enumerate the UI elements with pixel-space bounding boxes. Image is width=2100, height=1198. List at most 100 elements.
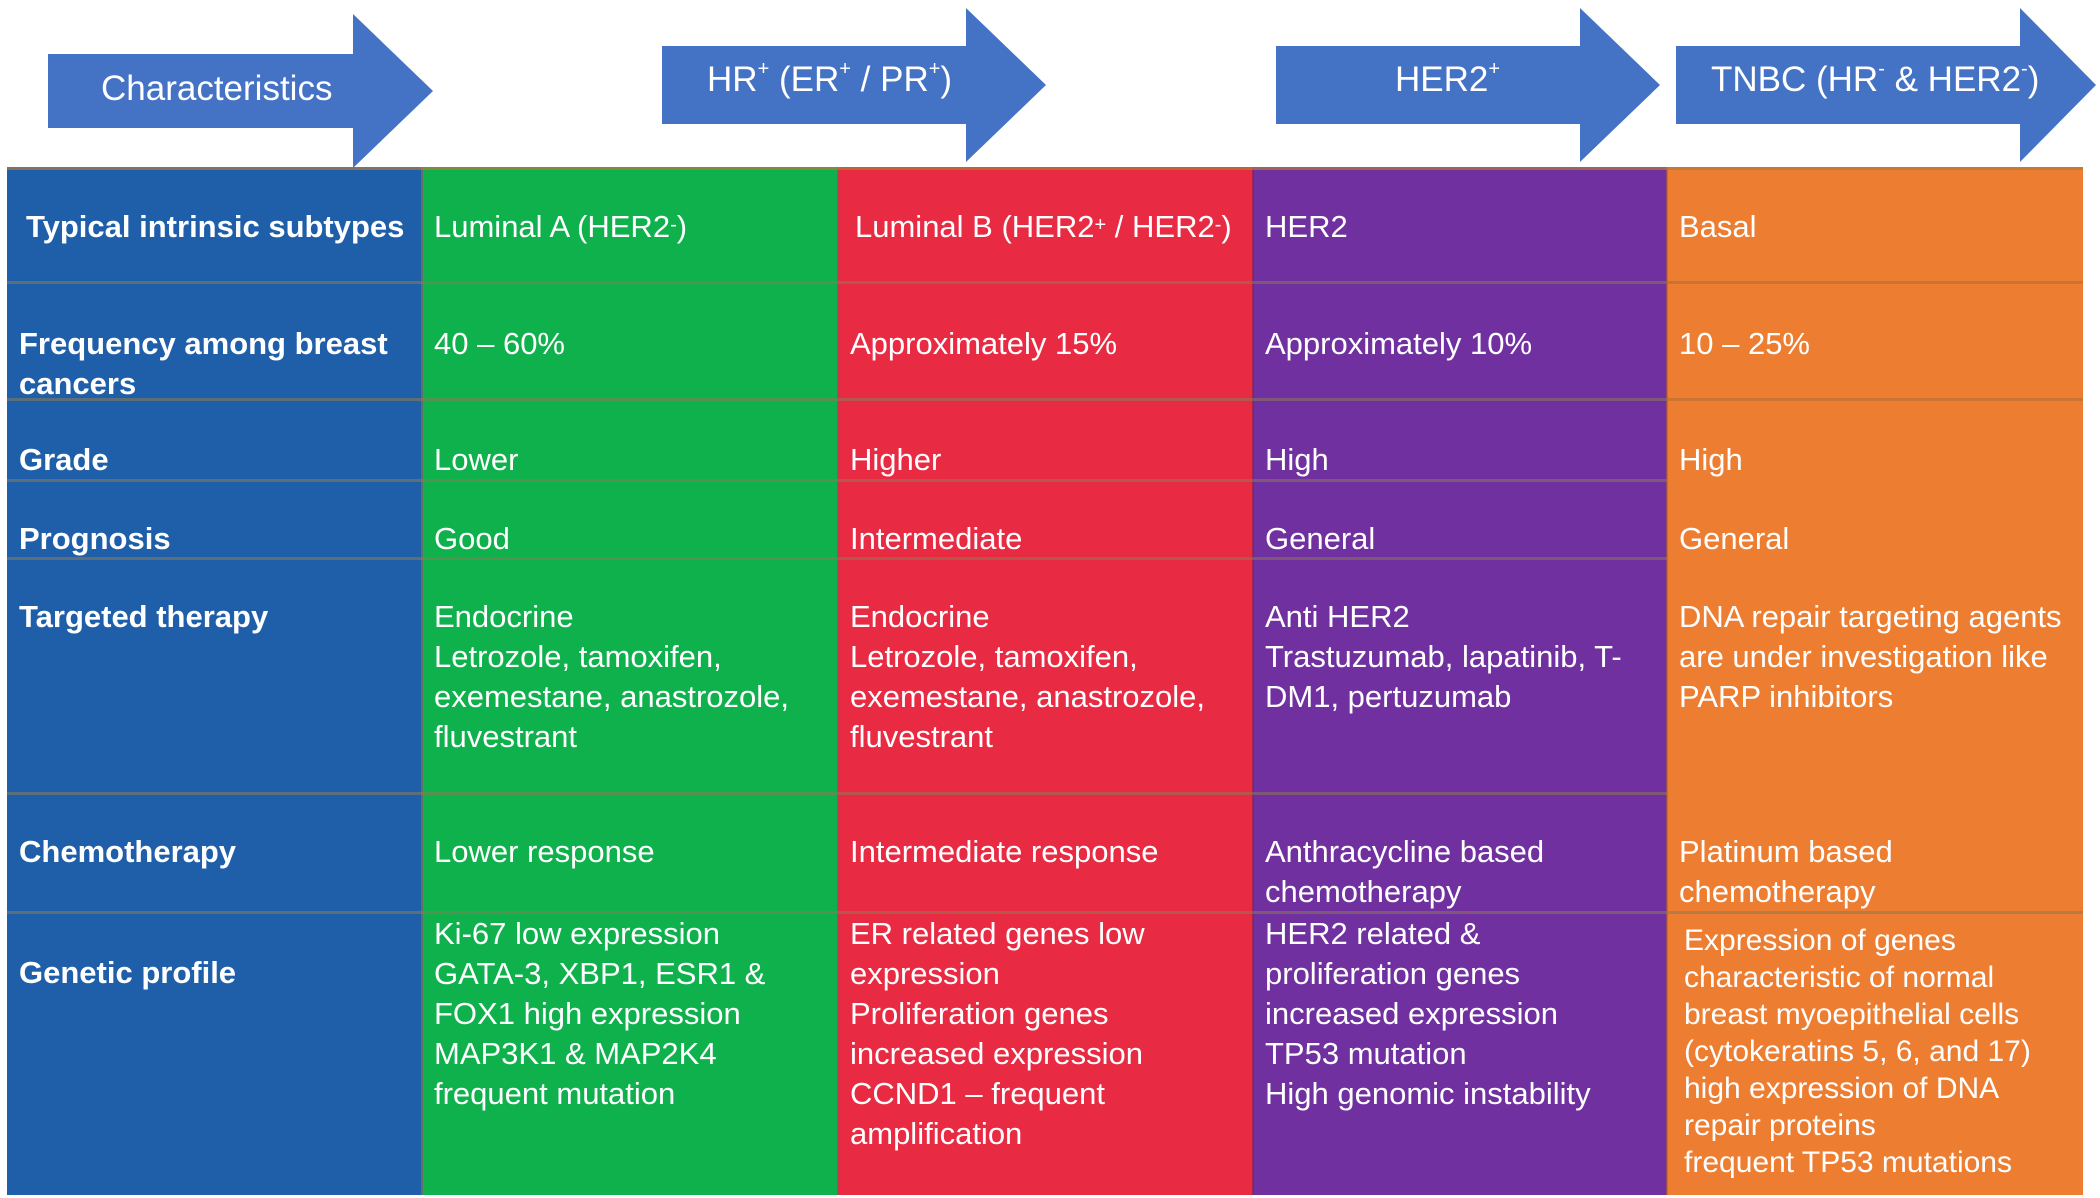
arrow-shape — [1276, 8, 1660, 162]
row-divider — [7, 398, 1667, 401]
row-label-genetic: Genetic profile — [19, 955, 237, 990]
row-divider — [1667, 398, 2083, 401]
therapy-line: Trastuzumab, lapatinib, T- — [1265, 639, 1622, 674]
tnbc-arrow: TNBC (HR- & HER2-) — [1676, 8, 2100, 162]
therapy-line: PARP inhibitors — [1679, 679, 1894, 714]
genetic-line: HER2 related & — [1265, 916, 1481, 951]
her2-positive-arrow: HER2+ — [1276, 8, 1660, 162]
row-divider — [7, 792, 1667, 795]
luminal-b-column — [838, 167, 1253, 1195]
chemo-line: Anthracycline based — [1265, 834, 1545, 869]
her2-prognosis: General — [1265, 521, 1376, 556]
genetic-line: MAP3K1 & MAP2K4 — [434, 1036, 717, 1071]
genetic-line: FOX1 high expression — [434, 996, 741, 1031]
therapy-line: Endocrine — [434, 599, 574, 634]
tnbc-grade: High — [1679, 442, 1743, 477]
her2-chemo: Anthracycline based chemotherapy — [1265, 832, 1544, 912]
tnbc-header: TNBC (HR- & HER2-) — [1711, 58, 2040, 100]
luminal-a-column — [423, 167, 838, 1195]
genetic-line: repair proteins — [1684, 1109, 1876, 1142]
row-label-frequency: Frequency among breast cancers — [19, 324, 388, 404]
genetic-line: GATA-3, XBP1, ESR1 & — [434, 956, 766, 991]
row-divider — [1667, 281, 2083, 284]
her2-positive-header: HER2+ — [1395, 58, 1501, 100]
tnbc-genetic: Expression of genes characteristic of no… — [1684, 922, 2031, 1181]
subtype-text: Luminal B (HER2 — [855, 209, 1095, 244]
arrow-shape — [48, 14, 433, 168]
chemo-line: chemotherapy — [1265, 874, 1462, 909]
luminal-b-subtype: Luminal B (HER2+ / HER2-) — [855, 207, 1232, 247]
therapy-line: Anti HER2 — [1265, 599, 1410, 634]
subtype-close: ) — [676, 209, 688, 244]
genetic-line: CCND1 – frequent — [850, 1076, 1106, 1111]
luminal-b-genetic: ER related genes low expression Prolifer… — [850, 914, 1145, 1154]
hr-text: HR — [707, 60, 758, 99]
column-divider — [421, 167, 424, 1195]
her2-neg-sup: - — [2021, 58, 2028, 80]
subtype-sup: - — [1214, 214, 1222, 236]
luminal-a-genetic: Ki-67 low expression GATA-3, XBP1, ESR1 … — [434, 914, 765, 1114]
table-top-border — [7, 167, 2083, 170]
tnbc-frequency: 10 – 25% — [1679, 326, 1810, 361]
luminal-a-frequency: 40 – 60% — [434, 326, 565, 361]
tnbc-close: ) — [2027, 60, 2040, 99]
genetic-line: high expression of DNA — [1684, 1072, 2000, 1105]
her2-genetic: HER2 related & proliferation genes incre… — [1265, 914, 1591, 1114]
subtype-close: ) — [1221, 209, 1232, 244]
genetic-line: (cytokeratins 5, 6, and 17) — [1684, 1035, 2031, 1068]
genetic-line: ER related genes low — [850, 916, 1145, 951]
tnbc-prognosis: General — [1679, 521, 1790, 556]
pr-sup: + — [928, 58, 941, 80]
er-sup: + — [839, 58, 851, 80]
chemo-line: chemotherapy — [1679, 874, 1876, 909]
luminal-b-grade: Higher — [850, 442, 942, 477]
therapy-line: exemestane, anastrozole, — [850, 679, 1205, 714]
tnbc-targeted: DNA repair targeting agents are under in… — [1679, 597, 2062, 717]
row-divider — [7, 911, 2083, 914]
chemo-line: Platinum based — [1679, 834, 1893, 869]
genetic-line: characteristic of normal — [1684, 961, 1995, 994]
characteristics-header: Characteristics — [101, 69, 333, 108]
row-label-grade: Grade — [19, 442, 109, 477]
her2-subtype: HER2 — [1265, 209, 1348, 244]
tnbc-subtype: Basal — [1679, 209, 1757, 244]
therapy-line: fluvestrant — [434, 719, 578, 754]
her2-targeted: Anti HER2 Trastuzumab, lapatinib, T- DM1… — [1265, 597, 1622, 717]
er-text: (ER — [769, 60, 840, 99]
luminal-b-prognosis: Intermediate — [850, 521, 1023, 556]
characteristics-arrow: Characteristics — [48, 14, 433, 168]
hr-close: ) — [940, 60, 953, 99]
genetic-line: Proliferation genes — [850, 996, 1109, 1031]
column-divider — [1666, 167, 1668, 1195]
genetic-line: increased expression — [1265, 996, 1558, 1031]
luminal-a-subtype: Luminal A (HER2-) — [434, 207, 687, 247]
her2-text: HER2 — [1395, 60, 1489, 99]
pr-text: / PR — [850, 60, 929, 99]
luminal-b-frequency: Approximately 15% — [850, 326, 1118, 361]
subtype-sup: + — [1094, 214, 1107, 236]
subtype-text: Luminal A (HER2 — [434, 209, 671, 244]
her2-sup: + — [1488, 58, 1501, 80]
therapy-line: DM1, pertuzumab — [1265, 679, 1512, 714]
arrow-shape — [1676, 8, 2096, 162]
genetic-line: expression — [850, 956, 1000, 991]
her2-and-text: & HER2 — [1884, 60, 2022, 99]
genetic-line: amplification — [850, 1116, 1023, 1151]
label-line: Frequency among breast — [19, 326, 388, 361]
genetic-line: Expression of genes — [1684, 924, 1956, 957]
luminal-a-chemo: Lower response — [434, 834, 655, 869]
therapy-line: Endocrine — [850, 599, 990, 634]
subtype-mid: / HER2 — [1106, 209, 1215, 244]
characteristics-column — [7, 167, 423, 1195]
therapy-line: DNA repair targeting agents — [1679, 599, 2062, 634]
therapy-line: Letrozole, tamoxifen, — [850, 639, 1138, 674]
genetic-line: breast myoepithelial cells — [1684, 998, 2020, 1031]
luminal-a-grade: Lower — [434, 442, 519, 477]
tnbc-chemo: Platinum based chemotherapy — [1679, 832, 1893, 912]
hr-sup: + — [757, 58, 770, 80]
luminal-b-chemo: Intermediate response — [850, 834, 1159, 869]
therapy-line: exemestane, anastrozole, — [434, 679, 789, 714]
row-label-subtypes: Typical intrinsic subtypes — [26, 209, 405, 244]
genetic-line: increased expression — [850, 1036, 1143, 1071]
luminal-a-targeted: Endocrine Letrozole, tamoxifen, exemesta… — [434, 597, 789, 757]
